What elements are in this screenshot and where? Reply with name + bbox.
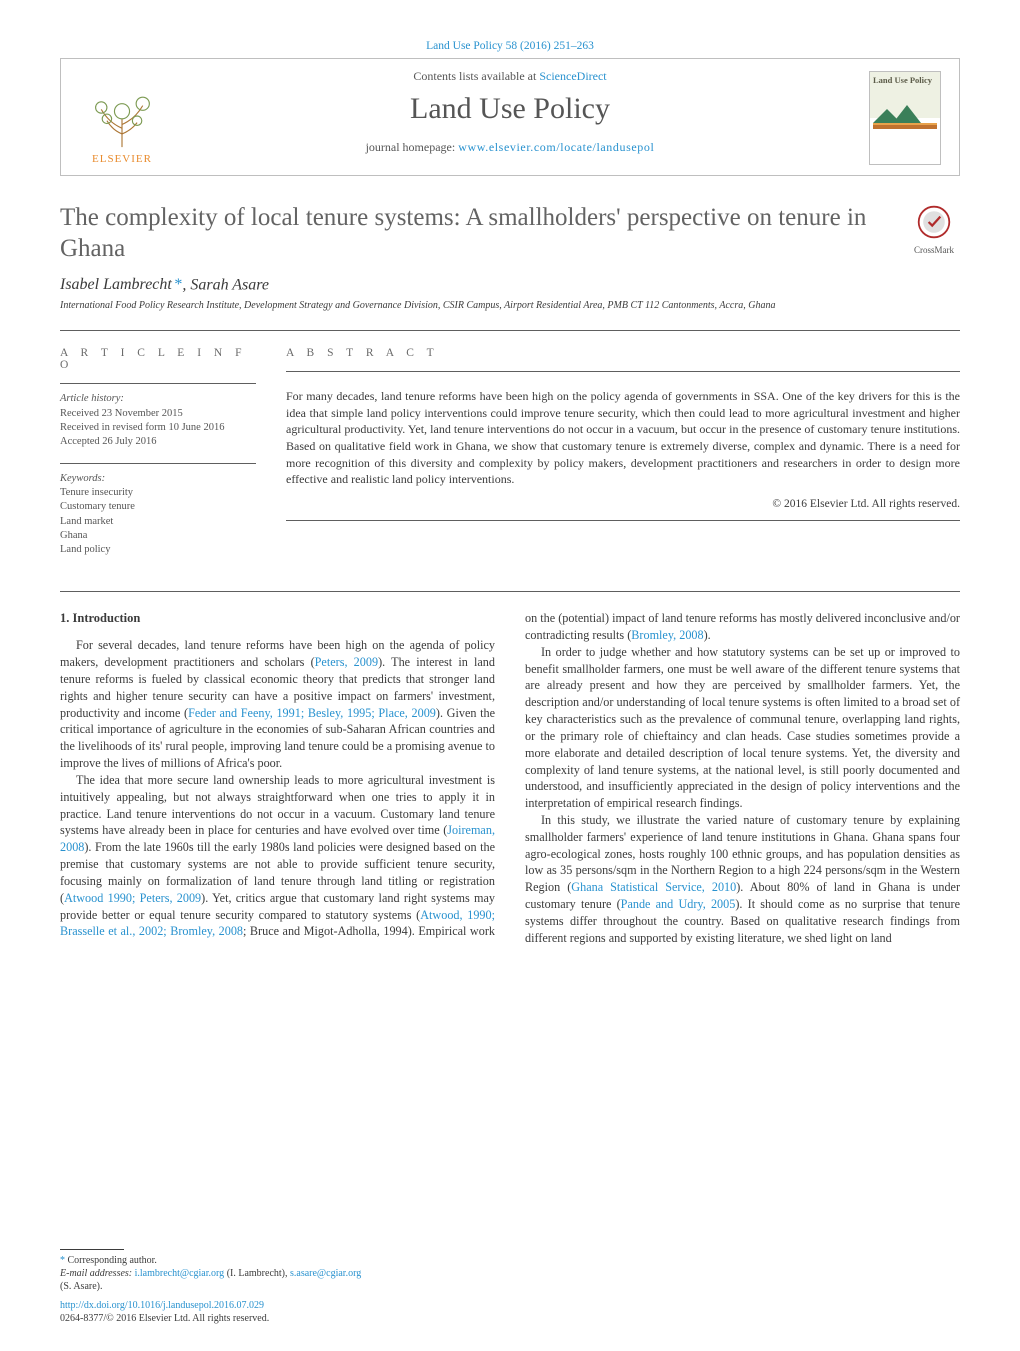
abstract-heading: a b s t r a c t bbox=[286, 347, 960, 359]
crossmark-icon bbox=[916, 204, 952, 240]
corresponding-author-note: * Corresponding author. bbox=[60, 1254, 480, 1267]
email-link[interactable]: s.asare@cgiar.org bbox=[290, 1268, 361, 1279]
history-revised: Received in revised form 10 June 2016 bbox=[60, 421, 256, 435]
body-paragraph: In this study, we illustrate the varied … bbox=[525, 812, 960, 947]
footnote-area: * Corresponding author. E-mail addresses… bbox=[60, 1249, 480, 1325]
abstract-divider-top bbox=[286, 371, 960, 372]
abstract-column: a b s t r a c t For many decades, land t… bbox=[286, 331, 960, 571]
contents-prefix: Contents lists available at bbox=[413, 69, 539, 83]
homepage-prefix: journal homepage: bbox=[366, 140, 459, 154]
keyword-item: Customary tenure bbox=[60, 500, 256, 514]
journal-title: Land Use Policy bbox=[61, 92, 959, 126]
keyword-item: Land market bbox=[60, 515, 256, 529]
elsevier-wordmark: ELSEVIER bbox=[92, 153, 152, 165]
citation-link[interactable]: Pande and Udry, 2005 bbox=[621, 897, 736, 911]
article-history: Article history: Received 23 November 20… bbox=[60, 392, 256, 449]
citation-link[interactable]: Feder and Feeny, 1991; Besley, 1995; Pla… bbox=[188, 706, 436, 720]
elsevier-tree-icon bbox=[84, 83, 160, 149]
info-divider-2 bbox=[60, 463, 256, 464]
contents-available-line: Contents lists available at ScienceDirec… bbox=[61, 69, 959, 84]
citation-link[interactable]: Peters, 2009 bbox=[315, 655, 378, 669]
body-paragraph: For several decades, land tenure reforms… bbox=[60, 637, 495, 772]
article-title: The complexity of local tenure systems: … bbox=[60, 202, 892, 265]
email-suffix-line: (S. Asare). bbox=[60, 1280, 480, 1293]
abstract-text: For many decades, land tenure reforms ha… bbox=[286, 388, 960, 487]
body-paragraph: In order to judge whether and how statut… bbox=[525, 644, 960, 812]
footnote-rule bbox=[60, 1249, 124, 1250]
abstract-divider-bottom bbox=[286, 520, 960, 521]
authors-list: Isabel Lambrecht *, Sarah Asare bbox=[60, 275, 960, 294]
keyword-item: Tenure insecurity bbox=[60, 486, 256, 500]
sciencedirect-link[interactable]: ScienceDirect bbox=[539, 69, 606, 83]
title-row: The complexity of local tenure systems: … bbox=[60, 202, 960, 265]
keywords-label: Keywords: bbox=[60, 472, 256, 486]
abstract-rights: © 2016 Elsevier Ltd. All rights reserved… bbox=[286, 498, 960, 510]
article-info-heading: a r t i c l e i n f o bbox=[60, 347, 256, 371]
journal-cover-thumbnail[interactable]: Land Use Policy bbox=[869, 71, 941, 165]
citation-text[interactable]: Land Use Policy 58 (2016) 251–263 bbox=[426, 40, 594, 52]
homepage-link[interactable]: www.elsevier.com/locate/landusepol bbox=[458, 140, 654, 154]
keyword-item: Ghana bbox=[60, 529, 256, 543]
corresponding-marker: * bbox=[60, 1255, 65, 1266]
cover-title: Land Use Policy bbox=[873, 75, 937, 85]
email-link[interactable]: i.lambrecht@cgiar.org bbox=[135, 1268, 225, 1279]
divider-bottom bbox=[60, 591, 960, 592]
keywords-block: Keywords: Tenure insecurity Customary te… bbox=[60, 472, 256, 557]
crossmark-badge[interactable]: CrossMark bbox=[908, 204, 960, 255]
history-accepted: Accepted 26 July 2016 bbox=[60, 435, 256, 449]
author-1[interactable]: Isabel Lambrecht * bbox=[60, 276, 182, 293]
doi-line: http://dx.doi.org/10.1016/j.landusepol.2… bbox=[60, 1299, 480, 1312]
author-2[interactable]: , Sarah Asare bbox=[182, 276, 269, 293]
elsevier-logo[interactable]: ELSEVIER bbox=[79, 71, 165, 165]
email-addresses: E-mail addresses: i.lambrecht@cgiar.org … bbox=[60, 1267, 480, 1280]
citation-link[interactable]: Bromley, 2008 bbox=[631, 628, 703, 642]
citation-link[interactable]: Ghana Statistical Service, 2010 bbox=[571, 880, 736, 894]
keyword-item: Land policy bbox=[60, 543, 256, 557]
info-divider-1 bbox=[60, 383, 256, 384]
affiliation: International Food Policy Research Insti… bbox=[60, 300, 960, 313]
info-abstract-row: a r t i c l e i n f o Article history: R… bbox=[60, 331, 960, 571]
email-label: E-mail addresses: bbox=[60, 1268, 132, 1279]
issn-line: 0264-8377/© 2016 Elsevier Ltd. All right… bbox=[60, 1312, 480, 1325]
citation-link[interactable]: Atwood 1990; Peters, 2009 bbox=[64, 891, 201, 905]
cover-art-icon bbox=[873, 99, 937, 129]
body-columns: 1. Introduction For several decades, lan… bbox=[60, 610, 960, 947]
journal-header-card: ELSEVIER Land Use Policy Contents lists … bbox=[60, 58, 960, 176]
history-label: Article history: bbox=[60, 392, 256, 406]
intro-heading: 1. Introduction bbox=[60, 610, 495, 627]
journal-homepage-line: journal homepage: www.elsevier.com/locat… bbox=[61, 140, 959, 155]
history-received: Received 23 November 2015 bbox=[60, 407, 256, 421]
doi-link[interactable]: http://dx.doi.org/10.1016/j.landusepol.2… bbox=[60, 1300, 264, 1311]
journal-citation: Land Use Policy 58 (2016) 251–263 bbox=[60, 40, 960, 52]
crossmark-label: CrossMark bbox=[908, 245, 960, 255]
article-info-column: a r t i c l e i n f o Article history: R… bbox=[60, 331, 286, 571]
